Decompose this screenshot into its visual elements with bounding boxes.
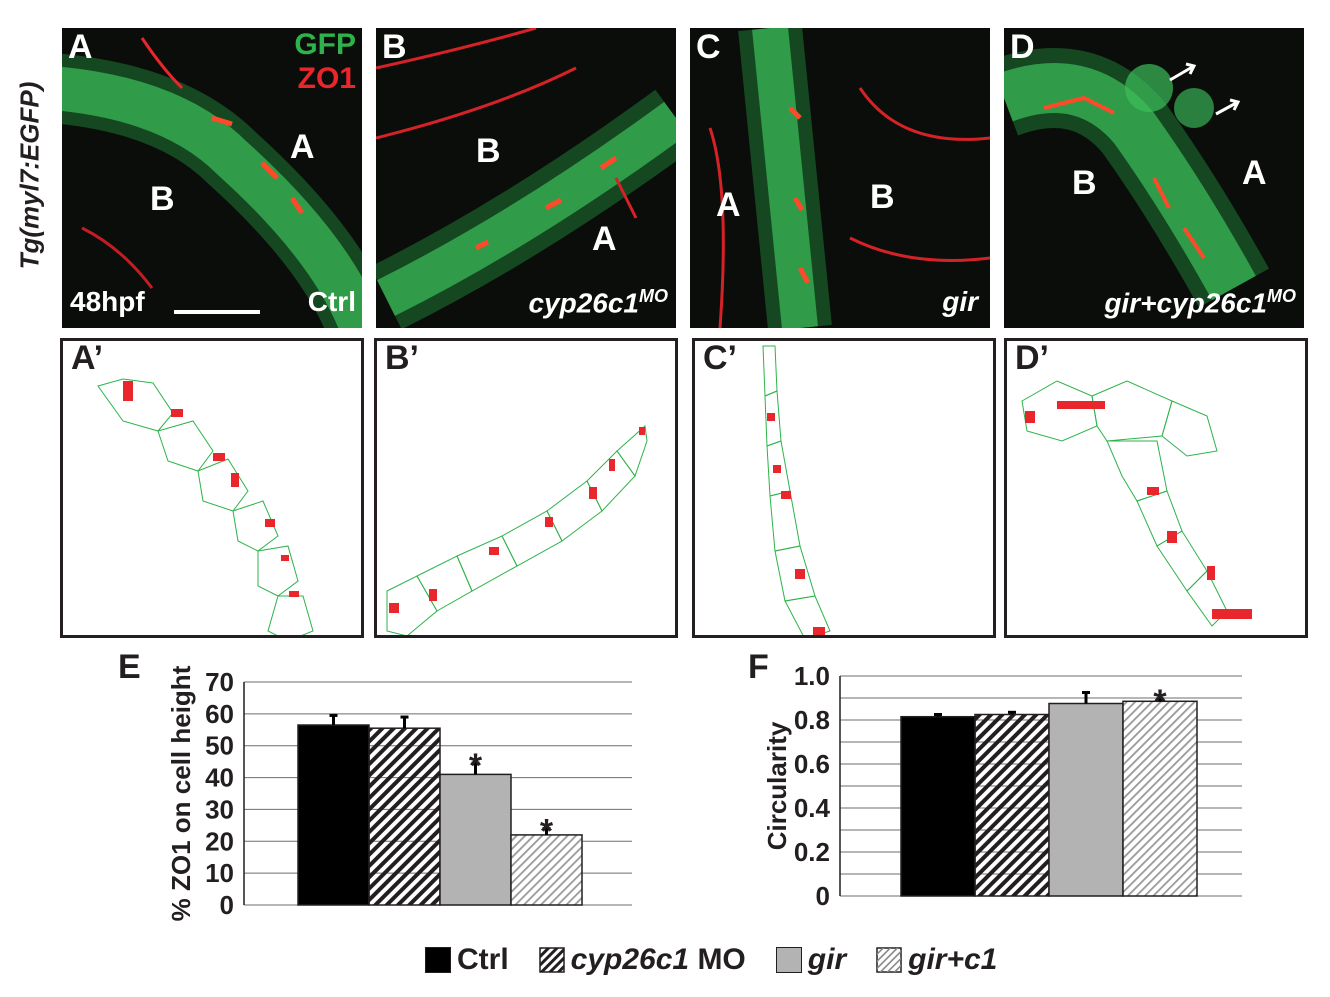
legend-item-ctrl: Ctrl <box>425 943 509 977</box>
legend-item-gir: gir <box>775 943 846 977</box>
micrograph-a-image <box>62 37 362 328</box>
y-tick-label: 0 <box>220 890 234 920</box>
significance-star: * <box>1153 683 1167 721</box>
region-label: B <box>476 132 501 170</box>
panel-caption: Ctrl <box>307 286 356 317</box>
bar <box>1048 702 1124 897</box>
bar <box>439 773 512 906</box>
trace-letter: B’ <box>385 339 419 377</box>
y-tick-label: 0.8 <box>794 705 830 735</box>
micrograph-b-image <box>376 28 676 328</box>
scale-bar <box>174 310 260 314</box>
trace-letter: D’ <box>1015 339 1049 377</box>
region-label: B <box>150 180 175 218</box>
circularity-chart-svg: 0 0.2 0.4 0.6 0.8 1.0 * Circularity <box>762 661 1242 911</box>
y-tick-label: 0 <box>816 881 830 911</box>
panel-letter-d: D <box>1010 28 1035 66</box>
y-tick-label: 20 <box>205 826 234 856</box>
trace-panel-b: B’ <box>374 338 678 638</box>
region-label: B <box>1072 164 1097 202</box>
panel-letter-e: E <box>118 648 141 686</box>
region-label: A <box>1242 154 1267 192</box>
trace-panel-c: C’ <box>692 338 996 638</box>
cell-outline-drawing <box>1021 380 1252 627</box>
micrograph-panel-a: A GFP ZO1 A B 48hpf Ctrl <box>62 28 362 328</box>
legend-item-cyp26c1: cyp26c1 MO <box>538 943 746 977</box>
y-tick-label: 70 <box>205 667 234 697</box>
y-tick-label: 30 <box>205 794 234 824</box>
bar <box>1122 700 1198 897</box>
legend-swatch <box>775 947 802 973</box>
legend-swatch <box>425 947 451 973</box>
cell-outline-drawing <box>386 424 648 635</box>
cell-outline-drawing <box>762 345 831 635</box>
y-tick-label: 0.2 <box>794 837 830 867</box>
significance-star: * <box>469 747 483 785</box>
bar <box>900 715 976 897</box>
significance-star: * <box>540 813 554 851</box>
bar <box>297 724 370 906</box>
y-tick-label: 0.6 <box>794 749 830 779</box>
legend-item-gir-c1: gir+c1 <box>876 943 997 977</box>
micrograph-panel-b: B B A cyp26c1MO <box>376 28 676 328</box>
y-axis-label: % ZO1 on cell height <box>166 665 196 921</box>
bar <box>368 727 441 906</box>
region-label: A <box>716 186 741 224</box>
micrograph-panel-d: D B A gir+cyp26c1MO <box>1004 28 1304 328</box>
panel-caption: gir+cyp26c1MO <box>1104 286 1296 319</box>
legend-swatch <box>538 947 565 973</box>
circularity-bar-chart: 0 0.2 0.4 0.6 0.8 1.0 * Circularity <box>760 660 1260 920</box>
panel-letter-c: C <box>696 28 721 66</box>
y-tick-label: 60 <box>205 699 234 729</box>
trace-letter: C’ <box>703 339 737 377</box>
bar <box>510 834 583 906</box>
chart-legend: Ctrl cyp26c1 MO gir gir+c1 <box>425 940 1027 980</box>
trace-panel-a: A’ <box>60 338 364 638</box>
micrograph-d-image <box>1004 48 1269 308</box>
cell-outline-drawing <box>97 378 314 635</box>
panel-letter-f: F <box>748 648 769 686</box>
bar <box>974 713 1050 897</box>
micrograph-panel-c: C A B gir <box>690 28 990 328</box>
panel-letter-a: A <box>68 28 93 66</box>
trace-letter: A’ <box>71 339 104 377</box>
panel-caption: gir <box>942 286 978 317</box>
panel-caption: cyp26c1MO <box>528 286 668 319</box>
region-label: A <box>290 128 315 166</box>
y-axis-label: Circularity <box>762 721 792 850</box>
panel-letter-b: B <box>382 28 407 66</box>
legend-swatch <box>876 947 902 973</box>
y-tick-label: 0.4 <box>794 793 831 823</box>
channel-gfp-label: GFP <box>294 28 356 61</box>
region-label: A <box>592 220 617 258</box>
y-tick-label: 1.0 <box>794 661 830 691</box>
y-tick-label: 10 <box>205 858 234 888</box>
trace-panel-d: D’ <box>1004 338 1308 638</box>
timepoint-label: 48hpf <box>70 286 145 317</box>
y-tick-label: 50 <box>205 731 234 761</box>
zo1-bar-chart: 0 10 20 30 40 50 60 70 * * % ZO1 on cell height <box>160 665 640 925</box>
y-tick-label: 40 <box>205 763 234 793</box>
region-label: B <box>870 178 895 216</box>
micrograph-c-image <box>708 28 990 328</box>
channel-zo1-label: ZO1 <box>297 62 356 95</box>
transgene-label: Tg(myl7:EGFP) <box>14 81 45 270</box>
